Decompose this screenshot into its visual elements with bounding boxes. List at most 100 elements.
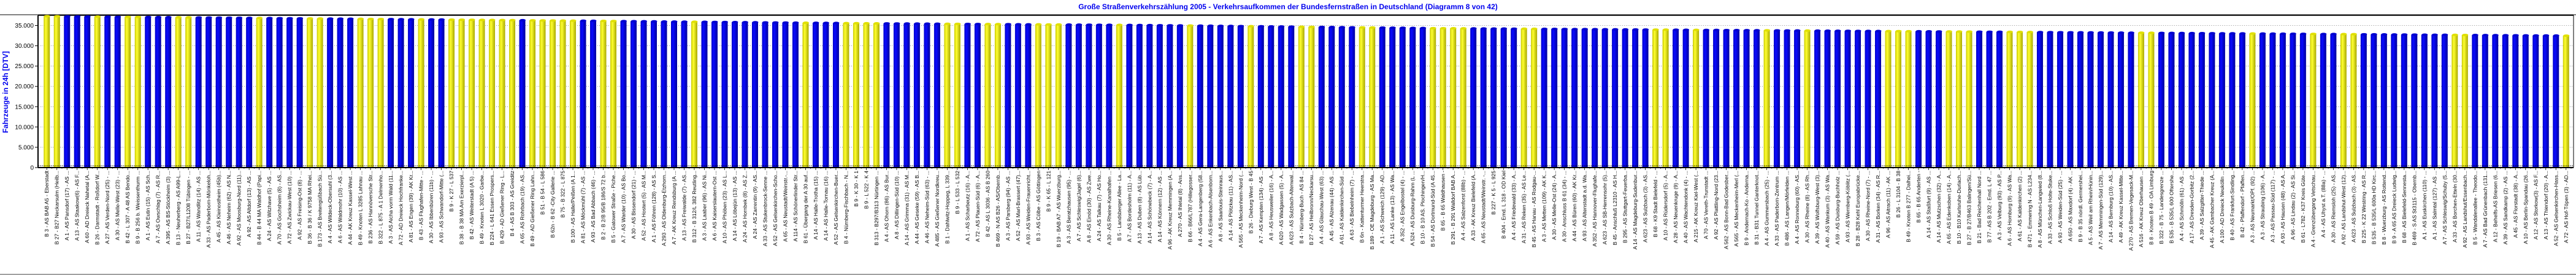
x-tick-label: B 27 - B 27/B463 Balingen/Sü...	[1966, 171, 1972, 245]
bar-cap	[1794, 29, 1801, 32]
x-tick-label: B 27 - AS Heilbronn/Neckarsu...	[1308, 171, 1314, 245]
bar-body	[2441, 34, 2448, 167]
bar	[742, 21, 748, 168]
bar-cap	[2300, 33, 2307, 36]
bar-body	[2512, 35, 2519, 167]
x-tick-label: A 72 - AS Plauen-Süd (6) - A...	[975, 171, 981, 242]
x-tick-label: B 44 - B 44 MA Waldhof (Papi...	[256, 171, 263, 245]
bar-body	[1814, 30, 1821, 167]
bar-body	[195, 17, 202, 167]
bar-cap	[1562, 28, 1568, 31]
bar-cap	[1501, 27, 1508, 30]
bar	[448, 18, 455, 167]
x-tick-label: A 61 - AS Kaldenkirchen (2) ...	[2017, 171, 2023, 241]
bar-body	[559, 20, 566, 167]
x-tick-label: A 39 - AS Sandkamp (2) - AS ...	[2502, 171, 2509, 244]
bar-body	[792, 22, 799, 168]
bar-cap	[1308, 25, 1315, 28]
bar-body	[489, 20, 496, 167]
bar	[408, 18, 415, 168]
bar-cap	[196, 16, 202, 19]
bar	[1865, 29, 1872, 167]
x-tick-label: A 72 - AD Dreieck Hochfranke...	[398, 171, 404, 245]
x-tick-label: A 39 - AS Wolfsburg-West (3)...	[1814, 171, 1820, 244]
bar	[550, 19, 556, 168]
bar-body	[711, 21, 718, 168]
bar	[1176, 24, 1184, 168]
bar-cap	[802, 21, 809, 25]
bar-body	[1298, 26, 1305, 167]
bar	[2360, 33, 2367, 168]
x-tick-label: B 27 - B27/L1208 Tübingen - ...	[185, 171, 191, 244]
bar-cap	[2057, 31, 2064, 34]
bar-body	[671, 21, 677, 167]
bar-cap	[2037, 31, 2044, 34]
bar-cap	[1056, 23, 1062, 26]
x-tick-label: A 4 - AS Uhyst a.T. (88a) - ...	[2320, 171, 2326, 238]
bar-cap	[580, 19, 587, 22]
x-tick-label: A 46 - AS Neheim-Süd (63) - ...	[924, 171, 930, 243]
bar-cap	[772, 21, 779, 24]
x-tick-label: A 485 - AS Gießener Nordkreu...	[934, 171, 940, 247]
bar-body	[2117, 33, 2124, 168]
bar	[125, 15, 131, 168]
bar-body	[1248, 26, 1254, 168]
bar-cap	[1521, 27, 1528, 30]
bar-body	[2279, 33, 2286, 167]
x-tick-label: B 5 - Wandalenallee - Theodo...	[2472, 171, 2478, 245]
bar-cap	[813, 21, 819, 25]
x-tick-label: B 189 - OE Magdeburg - AS Ma...	[1369, 171, 1375, 250]
bar-body	[1480, 28, 1487, 167]
bar	[1834, 29, 1841, 168]
x-tick-label: A 4 - Grenzübergang Vetschau...	[2310, 171, 2316, 247]
bar-body	[1693, 29, 1700, 167]
bar	[1541, 28, 1548, 167]
bar-cap	[2179, 31, 2185, 34]
bar-body	[64, 16, 71, 167]
bar	[1075, 23, 1083, 168]
bar	[863, 21, 870, 168]
bar-cap	[1945, 30, 1952, 33]
x-tick-label: A 65 - AS Edenkoben (14) - A...	[1945, 171, 1952, 244]
x-tick-label: A 100 - AD Dreieck Neukölln ...	[2219, 171, 2225, 243]
bar-body	[1328, 27, 1335, 167]
x-tick-label: B 322 - L 875 - A 1 Delmenho...	[378, 171, 384, 244]
x-tick-label: A 14 - AS Bernburg (10) - AS...	[2107, 171, 2114, 242]
bar	[2472, 34, 2478, 168]
bar	[2168, 31, 2175, 167]
x-tick-label: A 52 - AS Hostert (5) - AS M...	[641, 171, 647, 241]
x-tick-label: B 173 - AS Breitengüßbach Sü...	[317, 171, 323, 247]
bar-cap	[1420, 26, 1427, 29]
bar	[2148, 31, 2155, 167]
bar-cap	[550, 19, 556, 22]
bar-cap	[570, 19, 577, 22]
x-tick-label: A 10 - AS Rüdersdorf (5) - A...	[1663, 171, 1669, 241]
bar-cap	[1207, 24, 1214, 27]
x-tick-label: A 293 - AS Oldenburg-Etzhorn...	[661, 171, 667, 246]
bar-body	[1278, 26, 1284, 167]
bar-cap	[641, 20, 648, 23]
x-tick-label: B 295 - AS Stuttgart-Feuerba...	[1622, 171, 1628, 243]
bar-cap	[2340, 33, 2347, 36]
bar-cap	[145, 15, 151, 18]
bar-body	[408, 19, 415, 168]
bar	[711, 20, 718, 168]
x-tick-label: A 63 - AS Biebelnheim (7) - ...	[1349, 171, 1355, 240]
x-tick-label: A 52 - AS Gelsenkirchen-Hass...	[2553, 171, 2559, 246]
bar-body	[863, 23, 870, 168]
bar	[1784, 29, 1791, 168]
bar-cap	[752, 21, 759, 24]
bar-body	[2350, 34, 2357, 167]
bar-cap	[721, 20, 728, 23]
bar-cap	[317, 17, 324, 20]
bar	[1814, 29, 1821, 167]
bar	[2522, 34, 2529, 168]
bar-body	[1612, 29, 1619, 168]
bar	[1025, 23, 1032, 168]
bar-cap	[894, 22, 900, 25]
y-tick-label: 15.000	[15, 104, 34, 110]
x-tick-label: B 9 - A 65 AS Dreieck Ludwig...	[2391, 171, 2397, 244]
bar-cap	[1936, 30, 1942, 33]
x-tick-label: A 14 - AS Löbejün (13) - AS ...	[732, 171, 738, 241]
y-axis-label: Fahrzeuge in 24h [DTV]	[1, 51, 10, 133]
